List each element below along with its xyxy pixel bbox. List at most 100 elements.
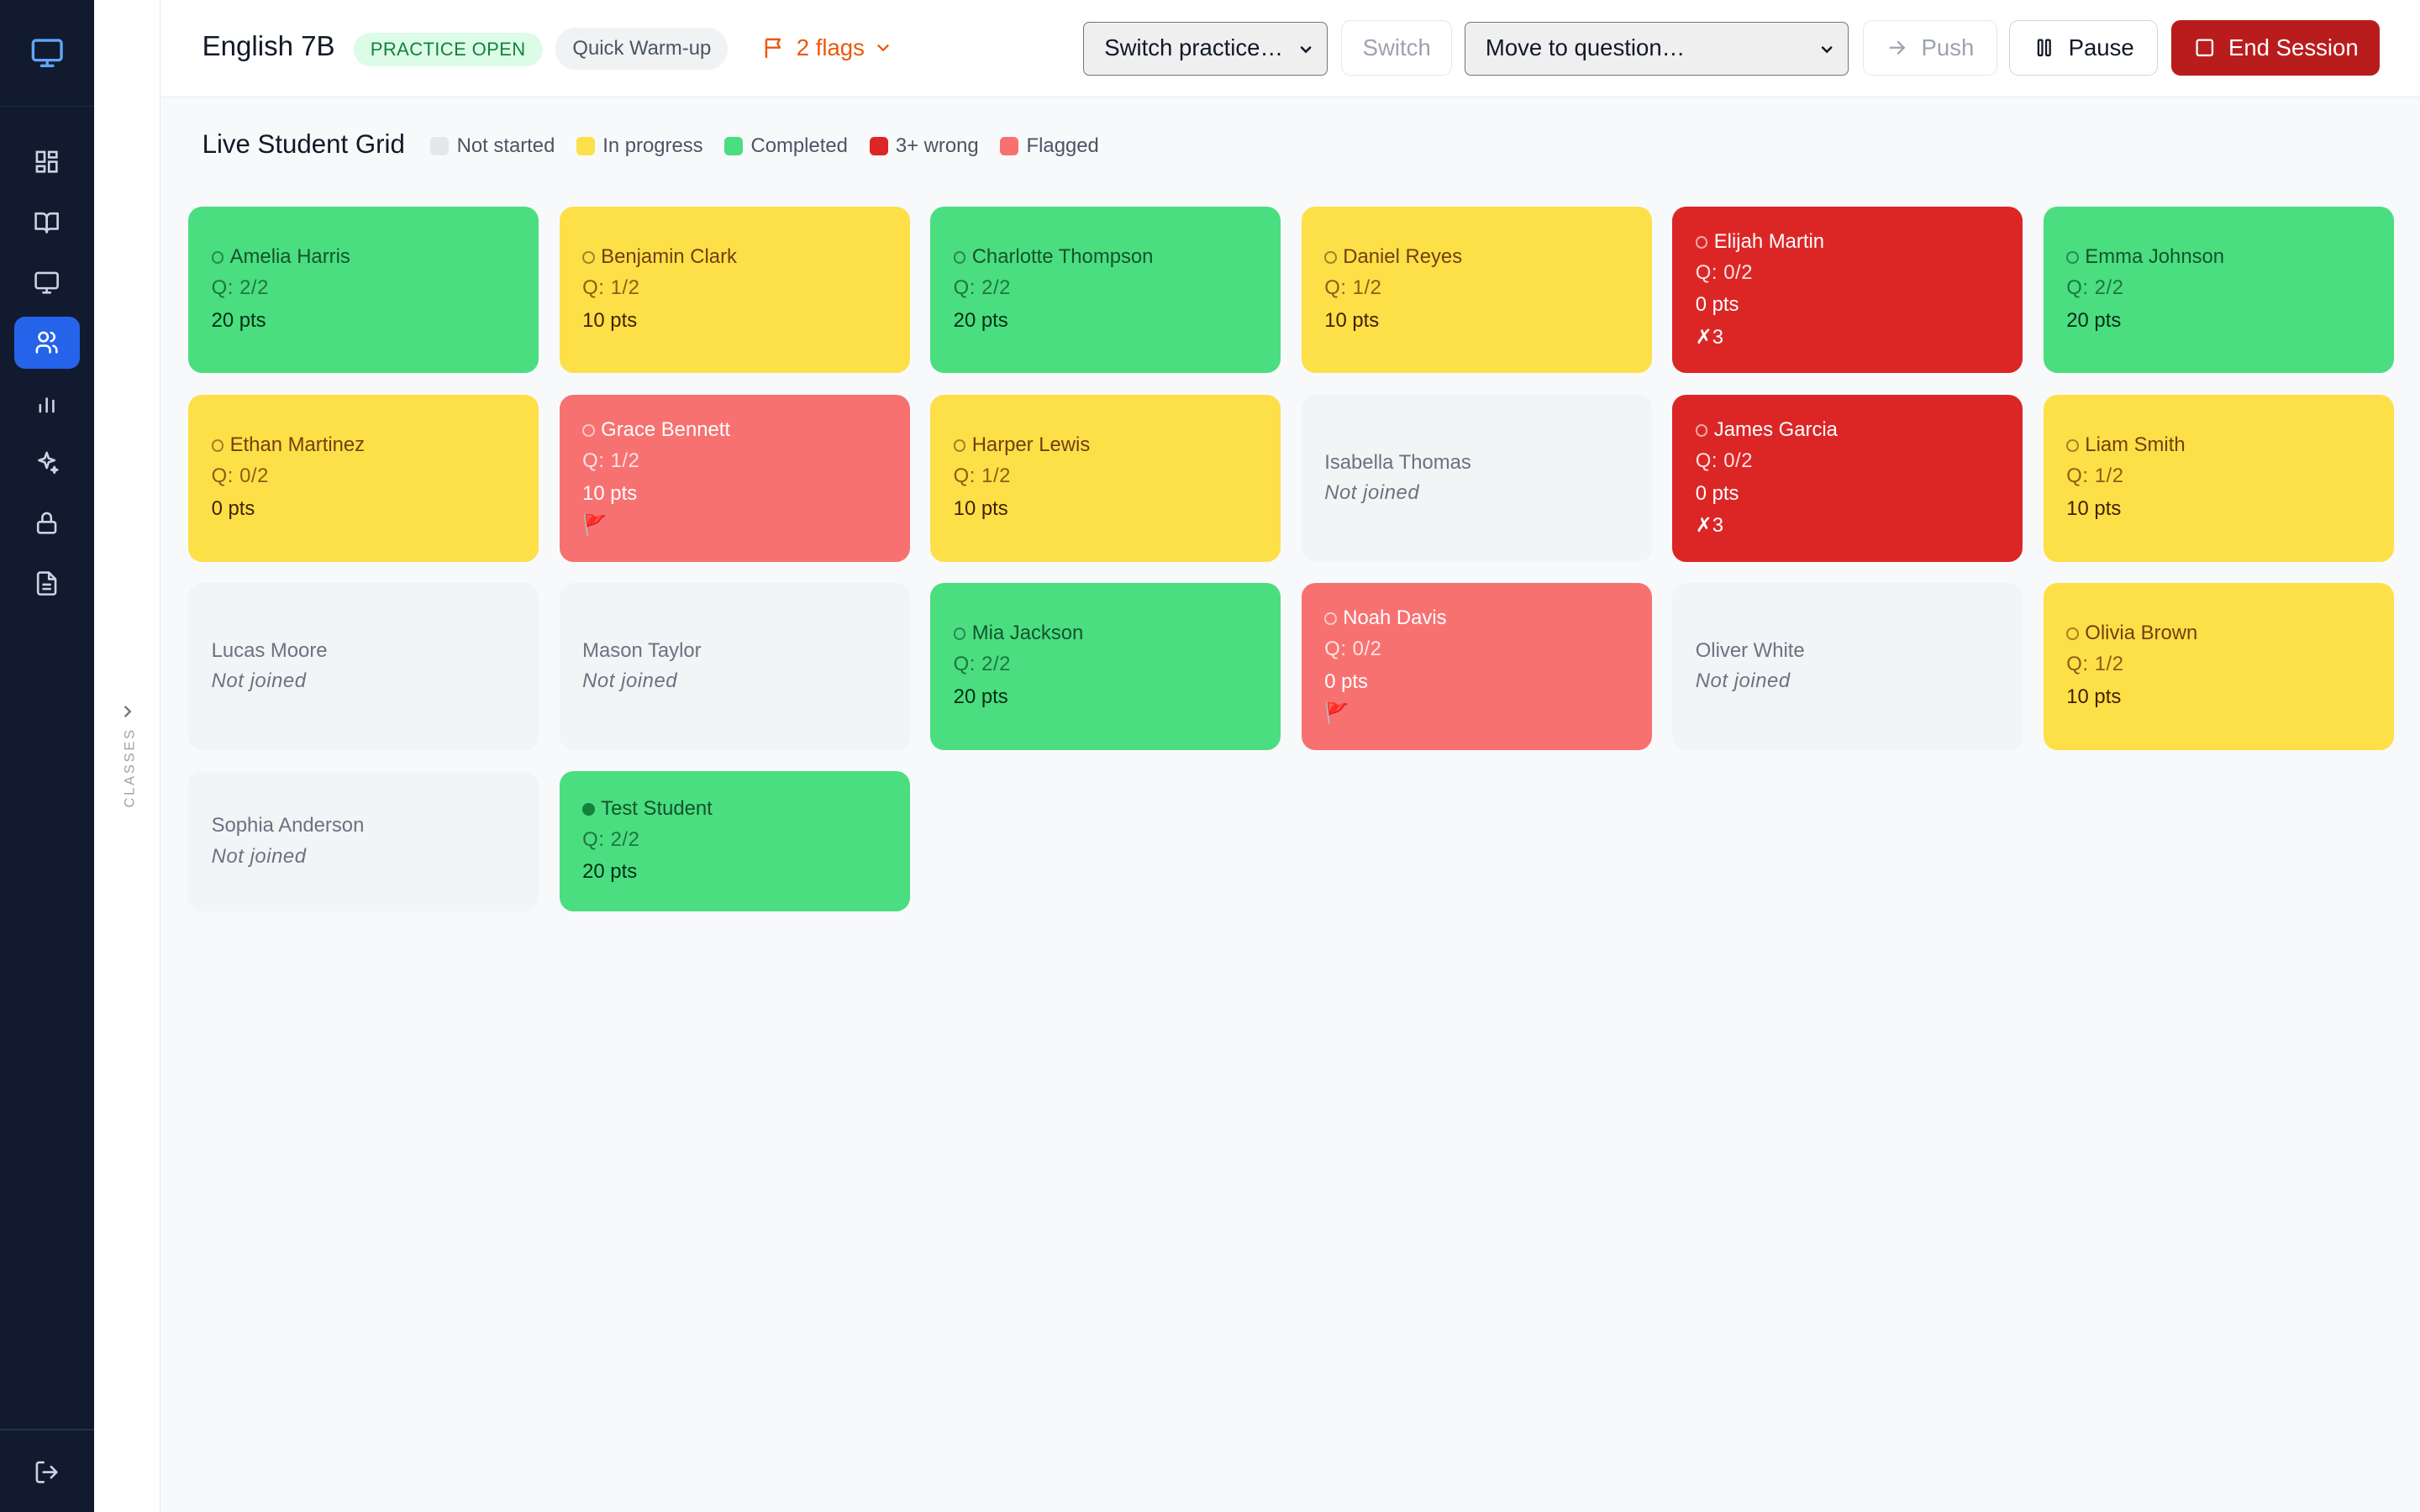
- legend-label: In progress: [602, 134, 703, 157]
- select-caret-icon: [1300, 46, 1312, 54]
- join-status: Not joined: [211, 844, 307, 868]
- student-name-row: Oliver White: [1696, 636, 2000, 667]
- student-card[interactable]: Grace Bennett Q: 1/2 10 pts 🚩: [559, 395, 910, 562]
- presence-dot-icon: [582, 424, 595, 437]
- student-name-row: Benjamin Clark: [582, 242, 886, 273]
- student-name: Lucas Moore: [211, 638, 328, 662]
- switch-practice-select[interactable]: Switch practice…: [1083, 21, 1328, 76]
- nav-reports[interactable]: [14, 557, 81, 609]
- status-legend: Not started In progress Completed 3+ wro…: [430, 134, 1099, 158]
- switch-button[interactable]: Switch: [1341, 19, 1453, 76]
- pause-button[interactable]: Pause: [2009, 19, 2158, 76]
- nav-dashboard[interactable]: [14, 136, 81, 188]
- student-card[interactable]: Olivia Brown Q: 1/2 10 pts: [2043, 583, 2394, 750]
- end-session-button[interactable]: End Session: [2171, 19, 2381, 76]
- chevron-right-icon: [124, 706, 132, 717]
- question-progress: Q: 2/2: [953, 653, 1011, 676]
- flag-marker-icon: 🚩: [582, 513, 608, 537]
- student-name-row: Lucas Moore: [212, 636, 516, 667]
- pause-button-label: Pause: [2068, 34, 2134, 60]
- classes-panel-collapsed[interactable]: CLASSES: [94, 0, 160, 1512]
- join-status: Not joined: [582, 669, 678, 693]
- student-card[interactable]: Sophia Anderson Not joined: [188, 771, 539, 912]
- question-progress: Q: 2/2: [211, 276, 269, 300]
- student-name-row: Test Student: [582, 794, 886, 825]
- presence-dot-icon: [2066, 251, 2079, 265]
- student-card[interactable]: Noah Davis Q: 0/2 0 pts 🚩: [1301, 583, 1652, 750]
- student-points: 0 pts: [1695, 293, 1739, 317]
- move-to-question-select[interactable]: Move to question…: [1465, 21, 1849, 76]
- student-card[interactable]: Liam Smith Q: 1/2 10 pts: [2043, 395, 2394, 562]
- legend-label: Flagged: [1026, 134, 1099, 157]
- student-name-row: Ethan Martinez: [211, 430, 516, 461]
- nav-live[interactable]: [14, 256, 81, 308]
- student-card[interactable]: Amelia Harris Q: 2/2 20 pts: [188, 207, 539, 374]
- nav-analytics[interactable]: [14, 376, 81, 428]
- flag-icon: [765, 38, 781, 59]
- app-logo[interactable]: [0, 0, 95, 107]
- expand-classes-button[interactable]: [114, 697, 142, 725]
- student-card[interactable]: James Garcia Q: 0/2 0 pts ✗3: [1672, 395, 2023, 562]
- student-card[interactable]: Emma Johnson Q: 2/2 20 pts: [2043, 207, 2394, 374]
- nav-ai[interactable]: [14, 437, 81, 489]
- question-progress: Q: 1/2: [953, 465, 1011, 488]
- student-name: Daniel Reyes: [1343, 245, 1463, 269]
- question-progress: Q: 1/2: [1324, 276, 1382, 300]
- student-points: 0 pts: [211, 496, 255, 520]
- student-name: Charlotte Thompson: [971, 245, 1154, 269]
- monitor-icon: [34, 271, 60, 294]
- push-button[interactable]: Push: [1862, 19, 1997, 76]
- student-card[interactable]: Lucas Moore Not joined: [188, 583, 539, 750]
- student-card[interactable]: Benjamin Clark Q: 1/2 10 pts: [559, 207, 910, 374]
- student-name-row: Mia Jackson: [953, 618, 1258, 649]
- student-card[interactable]: Mia Jackson Q: 2/2 20 pts: [930, 583, 1281, 750]
- question-progress: Q: 0/2: [1695, 260, 1754, 284]
- student-name: Amelia Harris: [229, 245, 350, 269]
- student-points: 20 pts: [582, 860, 638, 884]
- student-card[interactable]: Ethan Martinez Q: 0/2 0 pts: [188, 395, 539, 562]
- student-name: Oliver White: [1695, 638, 1805, 662]
- student-card[interactable]: Isabella Thomas Not joined: [1301, 395, 1652, 562]
- presence-dot-icon: [2066, 627, 2079, 641]
- student-card[interactable]: Daniel Reyes Q: 1/2 10 pts: [1301, 207, 1652, 374]
- logout-button[interactable]: [14, 1446, 81, 1498]
- presence-dot-icon: [1695, 424, 1708, 437]
- student-card[interactable]: Charlotte Thompson Q: 2/2 20 pts: [930, 207, 1281, 374]
- logout-icon: [35, 1461, 59, 1483]
- legend-swatch: [1000, 136, 1019, 155]
- student-points: 20 pts: [211, 308, 266, 332]
- flags-dropdown[interactable]: 2 flags: [762, 31, 892, 65]
- document-icon: [37, 570, 57, 596]
- student-name-row: Charlotte Thompson: [953, 242, 1258, 273]
- student-card[interactable]: Harper Lewis Q: 1/2 10 pts: [930, 395, 1281, 562]
- student-name-row: Grace Bennett: [582, 415, 886, 446]
- legend-item: Not started: [430, 134, 555, 158]
- student-card[interactable]: Mason Taylor Not joined: [559, 583, 910, 750]
- book-icon: [34, 212, 60, 234]
- student-name-row: Noah Davis: [1324, 603, 1628, 634]
- legend-swatch: [576, 136, 596, 155]
- student-card[interactable]: Test Student Q: 2/2 20 pts: [559, 771, 910, 912]
- join-status: Not joined: [1324, 481, 1420, 505]
- legend-swatch: [430, 136, 450, 155]
- student-name: Elijah Martin: [1713, 229, 1825, 253]
- nav-students[interactable]: [13, 316, 81, 369]
- page-title: Live Student Grid: [202, 129, 405, 160]
- student-points: 10 pts: [2066, 496, 2122, 520]
- flag-marker-icon: 🚩: [1324, 701, 1349, 725]
- presence-dot-icon: [582, 802, 595, 816]
- presence-dot-icon: [582, 251, 595, 265]
- question-progress: Q: 2/2: [2066, 276, 2124, 300]
- nav-security[interactable]: [14, 496, 81, 549]
- student-card[interactable]: Elijah Martin Q: 0/2 0 pts ✗3: [1672, 207, 2023, 374]
- student-points: 10 pts: [582, 481, 638, 505]
- student-name: Harper Lewis: [971, 433, 1091, 457]
- student-name-row: Amelia Harris: [211, 242, 516, 273]
- legend-swatch: [869, 136, 888, 155]
- student-name-row: Elijah Martin: [1695, 227, 2000, 258]
- student-card[interactable]: Oliver White Not joined: [1672, 583, 2023, 750]
- switch-practice-value: Switch practice…: [1104, 34, 1284, 60]
- student-name-row: Olivia Brown: [2066, 618, 2370, 649]
- student-grid: Amelia Harris Q: 2/2 20 pts Benjamin Clark Q…: [188, 207, 2394, 912]
- nav-library[interactable]: [14, 196, 81, 248]
